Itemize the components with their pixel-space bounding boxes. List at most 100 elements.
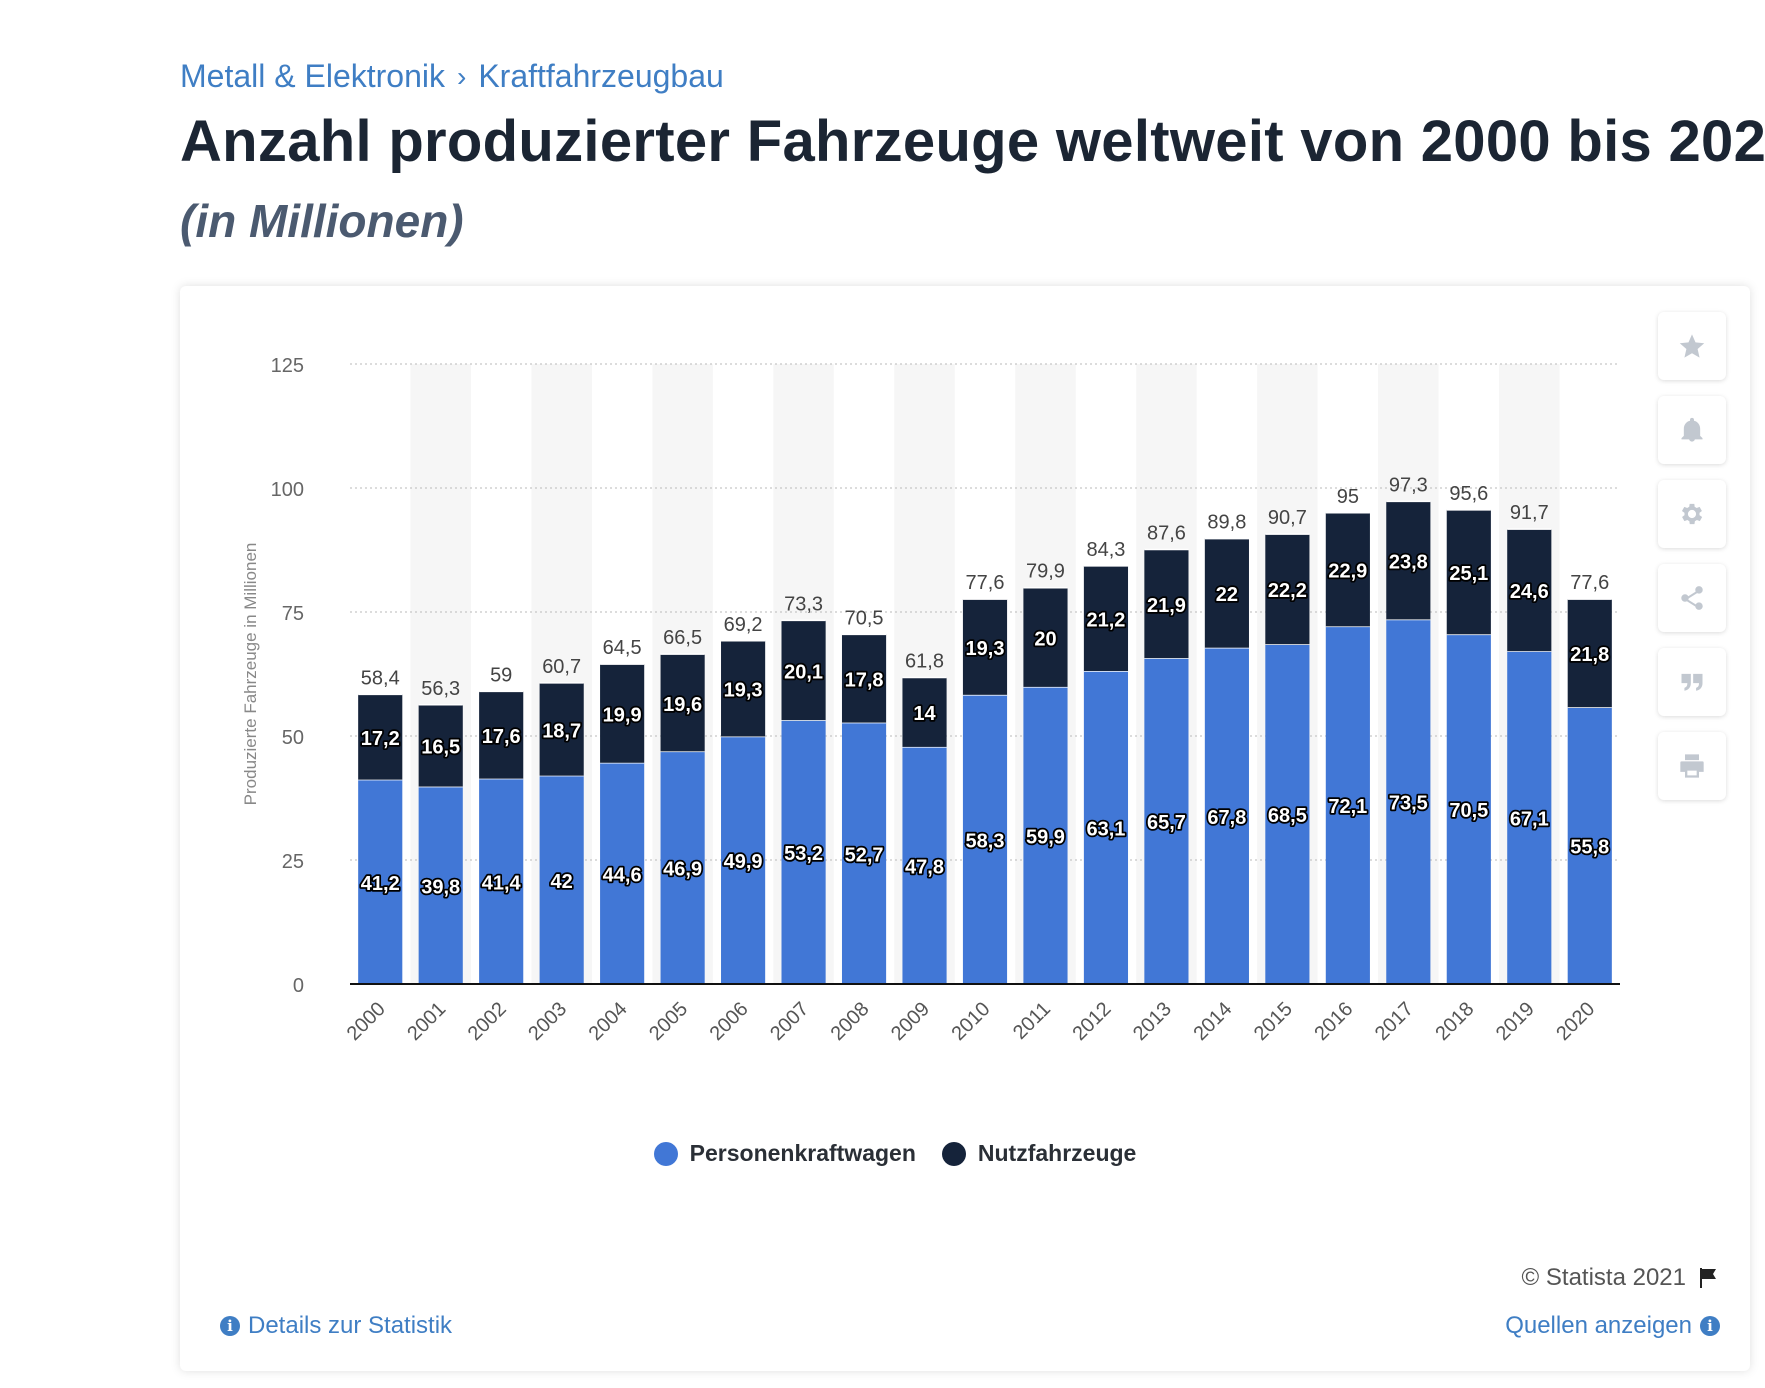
print-button[interactable]: [1658, 732, 1726, 800]
copyright-notice: © Statista 2021: [1522, 1264, 1720, 1292]
total-label: 97,3: [1389, 474, 1428, 496]
details-link[interactable]: i Details zur Statistik: [220, 1312, 452, 1340]
data-label: 22: [1216, 584, 1238, 606]
data-label: 55,8: [1570, 837, 1609, 859]
x-tick-label: 2019: [1492, 998, 1539, 1045]
x-tick-label: 2013: [1129, 998, 1176, 1045]
x-tick-label: 2016: [1310, 998, 1357, 1045]
legend-label-personenkraftwagen: Personenkraftwagen: [689, 1140, 916, 1166]
bar-personenkraftwagen: [1265, 644, 1310, 984]
bar-nutzfahrzeuge: [1204, 538, 1249, 648]
bar-nutzfahrzeuge: [1325, 512, 1370, 627]
quote-icon: [1681, 673, 1703, 691]
page-title: Anzahl produzierter Fahrzeuge weltweit v…: [180, 109, 1765, 174]
bar-personenkraftwagen: [1446, 634, 1491, 984]
data-label: 67,1: [1510, 809, 1549, 831]
total-label: 90,7: [1268, 507, 1307, 529]
sources-link[interactable]: Quellen anzeigen i: [1505, 1312, 1720, 1340]
breadcrumb-item-metall-elektronik[interactable]: Metall & Elektronik: [180, 58, 445, 94]
data-label: 24,6: [1510, 581, 1549, 603]
x-tick-label: 2006: [706, 998, 753, 1045]
notification-button[interactable]: [1658, 396, 1726, 464]
bar-personenkraftwagen: [600, 762, 645, 984]
gear-icon: [1681, 503, 1703, 525]
cite-button[interactable]: [1658, 648, 1726, 716]
bar-nutzfahrzeuge: [418, 704, 463, 787]
bar-personenkraftwagen: [1386, 619, 1431, 984]
info-icon: i: [1700, 1316, 1720, 1336]
settings-button[interactable]: [1658, 480, 1726, 548]
bar-personenkraftwagen: [962, 694, 1008, 984]
x-tick-label: 2014: [1189, 998, 1236, 1045]
favorite-button[interactable]: [1658, 312, 1726, 380]
total-label: 95,6: [1449, 483, 1488, 505]
bar-personenkraftwagen: [902, 746, 947, 984]
breadcrumb: Metall & Elektronik › Kraftfahrzeugbau: [180, 58, 724, 95]
bar-personenkraftwagen: [1083, 671, 1129, 984]
share-icon: [1681, 586, 1703, 610]
data-label: 21,8: [1570, 644, 1609, 666]
data-label: 49,9: [724, 851, 763, 873]
bar-nutzfahrzeuge: [1567, 599, 1612, 708]
bar-nutzfahrzeuge: [721, 640, 766, 737]
data-label: 19,6: [663, 694, 702, 716]
bar-nutzfahrzeuge: [781, 620, 826, 721]
data-label: 19,9: [603, 704, 642, 726]
breadcrumb-item-kraftfahrzeugbau[interactable]: Kraftfahrzeugbau: [478, 58, 724, 94]
x-tick-label: 2011: [1009, 998, 1055, 1044]
bar-personenkraftwagen: [1567, 707, 1612, 984]
legend-item-personenkraftwagen[interactable]: Personenkraftwagen: [653, 1140, 916, 1167]
data-label: 21,2: [1086, 609, 1125, 631]
bar-nutzfahrzeuge: [660, 654, 705, 752]
bar-nutzfahrzeuge: [1023, 587, 1068, 687]
x-tick-label: 2017: [1371, 998, 1418, 1045]
data-label: 18,7: [542, 720, 581, 742]
data-label: 14: [913, 703, 936, 725]
data-label: 20,1: [784, 661, 823, 683]
data-label: 65,7: [1147, 812, 1186, 834]
bar-nutzfahrzeuge: [841, 634, 887, 723]
x-tick-label: 2002: [464, 998, 511, 1045]
y-tick-label: 50: [282, 727, 304, 749]
info-icon: i: [220, 1316, 240, 1336]
legend-dot-nutzfahrzeuge: [941, 1141, 966, 1166]
bar-nutzfahrzeuge: [902, 677, 947, 747]
bar-personenkraftwagen: [1507, 651, 1552, 984]
total-label: 60,7: [542, 656, 581, 678]
y-tick-label: 25: [282, 851, 304, 873]
data-label: 67,8: [1207, 807, 1246, 829]
data-label: 59,9: [1026, 826, 1065, 848]
flag-icon[interactable]: [1696, 1266, 1720, 1290]
y-axis-title: Produzierte Fahrzeuge in Millionen: [241, 543, 260, 806]
bar-personenkraftwagen: [721, 736, 766, 984]
stacked-bar-chart: 0 25 50 75 100 125 Produzierte Fahrzeuge in Mi…: [241, 355, 1620, 1045]
share-button[interactable]: [1658, 564, 1726, 632]
x-tick-label: 2010: [948, 998, 995, 1045]
data-label: 17,6: [482, 726, 521, 748]
legend-item-nutzfahrzeuge[interactable]: Nutzfahrzeuge: [941, 1140, 1136, 1167]
total-label: 61,8: [905, 650, 944, 672]
total-label: 66,5: [663, 627, 702, 649]
data-label: 21,9: [1147, 595, 1186, 617]
data-label: 17,2: [361, 728, 400, 750]
total-label: 95: [1337, 486, 1359, 508]
breadcrumb-separator: ›: [456, 60, 467, 92]
y-tick-label: 100: [271, 479, 304, 501]
chart-legend: Personenkraftwagen Nutzfahrzeuge: [180, 1140, 1610, 1167]
x-tick-label: 2005: [645, 998, 692, 1045]
data-label: 17,8: [845, 669, 884, 691]
bar-nutzfahrzeuge: [1386, 501, 1431, 620]
bar-personenkraftwagen: [781, 720, 826, 984]
total-label: 79,9: [1026, 561, 1065, 583]
data-label: 52,7: [845, 844, 884, 866]
data-label: 42: [551, 871, 573, 893]
bar-personenkraftwagen: [1325, 626, 1370, 984]
y-tick-label: 0: [293, 975, 304, 997]
chart-card: 0 25 50 75 100 125 Produzierte Fahrzeuge in Mi…: [180, 286, 1750, 1371]
data-label: 39,8: [421, 876, 460, 898]
data-label: 70,5: [1449, 800, 1488, 822]
bar-personenkraftwagen: [1144, 658, 1189, 984]
total-label: 77,6: [1570, 572, 1609, 594]
bar-personenkraftwagen: [1204, 647, 1249, 984]
bar-personenkraftwagen: [358, 779, 403, 984]
